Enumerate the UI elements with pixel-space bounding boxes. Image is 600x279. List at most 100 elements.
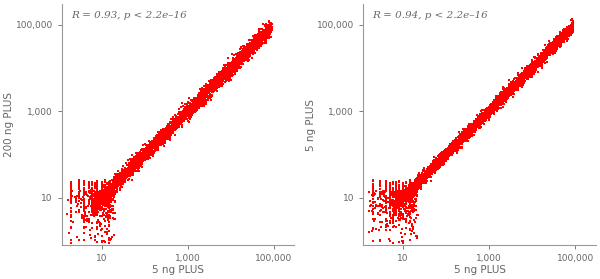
Point (142, 148, 151, 152)
Point (475, 119, 485, 124)
Point (457, 135, 466, 140)
Point (134, 159, 143, 163)
Point (389, 204, 398, 208)
Point (550, 44, 560, 48)
Point (161, 129, 171, 133)
Point (410, 181, 420, 185)
Point (555, 35, 565, 39)
Point (432, 162, 442, 166)
Point (178, 110, 188, 115)
Point (398, 213, 407, 217)
Point (504, 93, 514, 97)
Point (181, 117, 190, 121)
Point (502, 95, 512, 100)
Point (557, 35, 567, 40)
Point (229, 65, 238, 69)
Point (142, 146, 151, 151)
Point (96, 194, 106, 198)
Point (263, 25, 273, 29)
Point (545, 50, 554, 54)
Point (425, 174, 434, 179)
Point (95, 195, 104, 200)
Point (183, 108, 193, 113)
Point (181, 113, 190, 118)
Point (568, 26, 577, 30)
Point (561, 31, 571, 35)
Point (563, 27, 573, 31)
Point (94, 194, 104, 199)
Point (228, 73, 238, 77)
Point (404, 191, 414, 195)
Point (446, 143, 456, 148)
Point (458, 136, 467, 140)
Point (131, 160, 140, 164)
Point (557, 37, 566, 41)
Point (525, 68, 535, 73)
Point (123, 169, 133, 174)
Point (550, 44, 559, 48)
Point (127, 162, 137, 166)
Point (482, 111, 491, 116)
Point (416, 177, 425, 182)
Point (131, 163, 140, 168)
Point (245, 41, 254, 45)
Point (457, 132, 466, 137)
Point (484, 116, 494, 120)
Point (236, 60, 246, 64)
Point (433, 163, 442, 168)
Point (124, 161, 134, 166)
Point (219, 69, 229, 74)
Point (392, 200, 402, 204)
Point (471, 120, 481, 124)
Point (431, 162, 441, 166)
Point (545, 49, 555, 54)
Point (393, 197, 403, 201)
Point (184, 110, 193, 115)
Point (420, 173, 430, 178)
Point (410, 197, 420, 201)
Point (406, 189, 415, 194)
Point (169, 116, 178, 120)
Point (245, 52, 255, 57)
Point (497, 95, 506, 99)
Point (104, 213, 114, 218)
Point (369, 218, 379, 223)
Point (482, 114, 491, 118)
Point (235, 50, 245, 55)
Point (106, 195, 116, 200)
Point (449, 143, 458, 148)
Point (502, 96, 512, 100)
Point (173, 119, 182, 123)
Point (539, 55, 549, 59)
Point (104, 183, 114, 188)
Point (532, 65, 542, 70)
Point (218, 71, 228, 75)
Point (404, 191, 414, 196)
Point (169, 126, 179, 131)
Point (470, 126, 480, 131)
Point (260, 37, 269, 41)
Point (506, 88, 515, 92)
Point (376, 192, 385, 196)
Point (226, 64, 236, 69)
Point (256, 39, 265, 44)
Point (214, 76, 224, 81)
Point (405, 187, 415, 191)
Point (212, 80, 221, 84)
Point (355, 180, 365, 184)
Point (193, 102, 203, 106)
Point (403, 192, 413, 197)
Point (121, 166, 130, 171)
Point (119, 178, 128, 182)
Point (542, 49, 552, 53)
Point (265, 27, 275, 32)
Point (172, 114, 181, 119)
Point (412, 179, 422, 183)
Point (481, 110, 491, 114)
Point (368, 189, 377, 194)
Point (562, 33, 571, 37)
Point (126, 167, 136, 171)
Point (430, 164, 439, 168)
Point (53, 189, 63, 194)
Point (148, 144, 158, 148)
